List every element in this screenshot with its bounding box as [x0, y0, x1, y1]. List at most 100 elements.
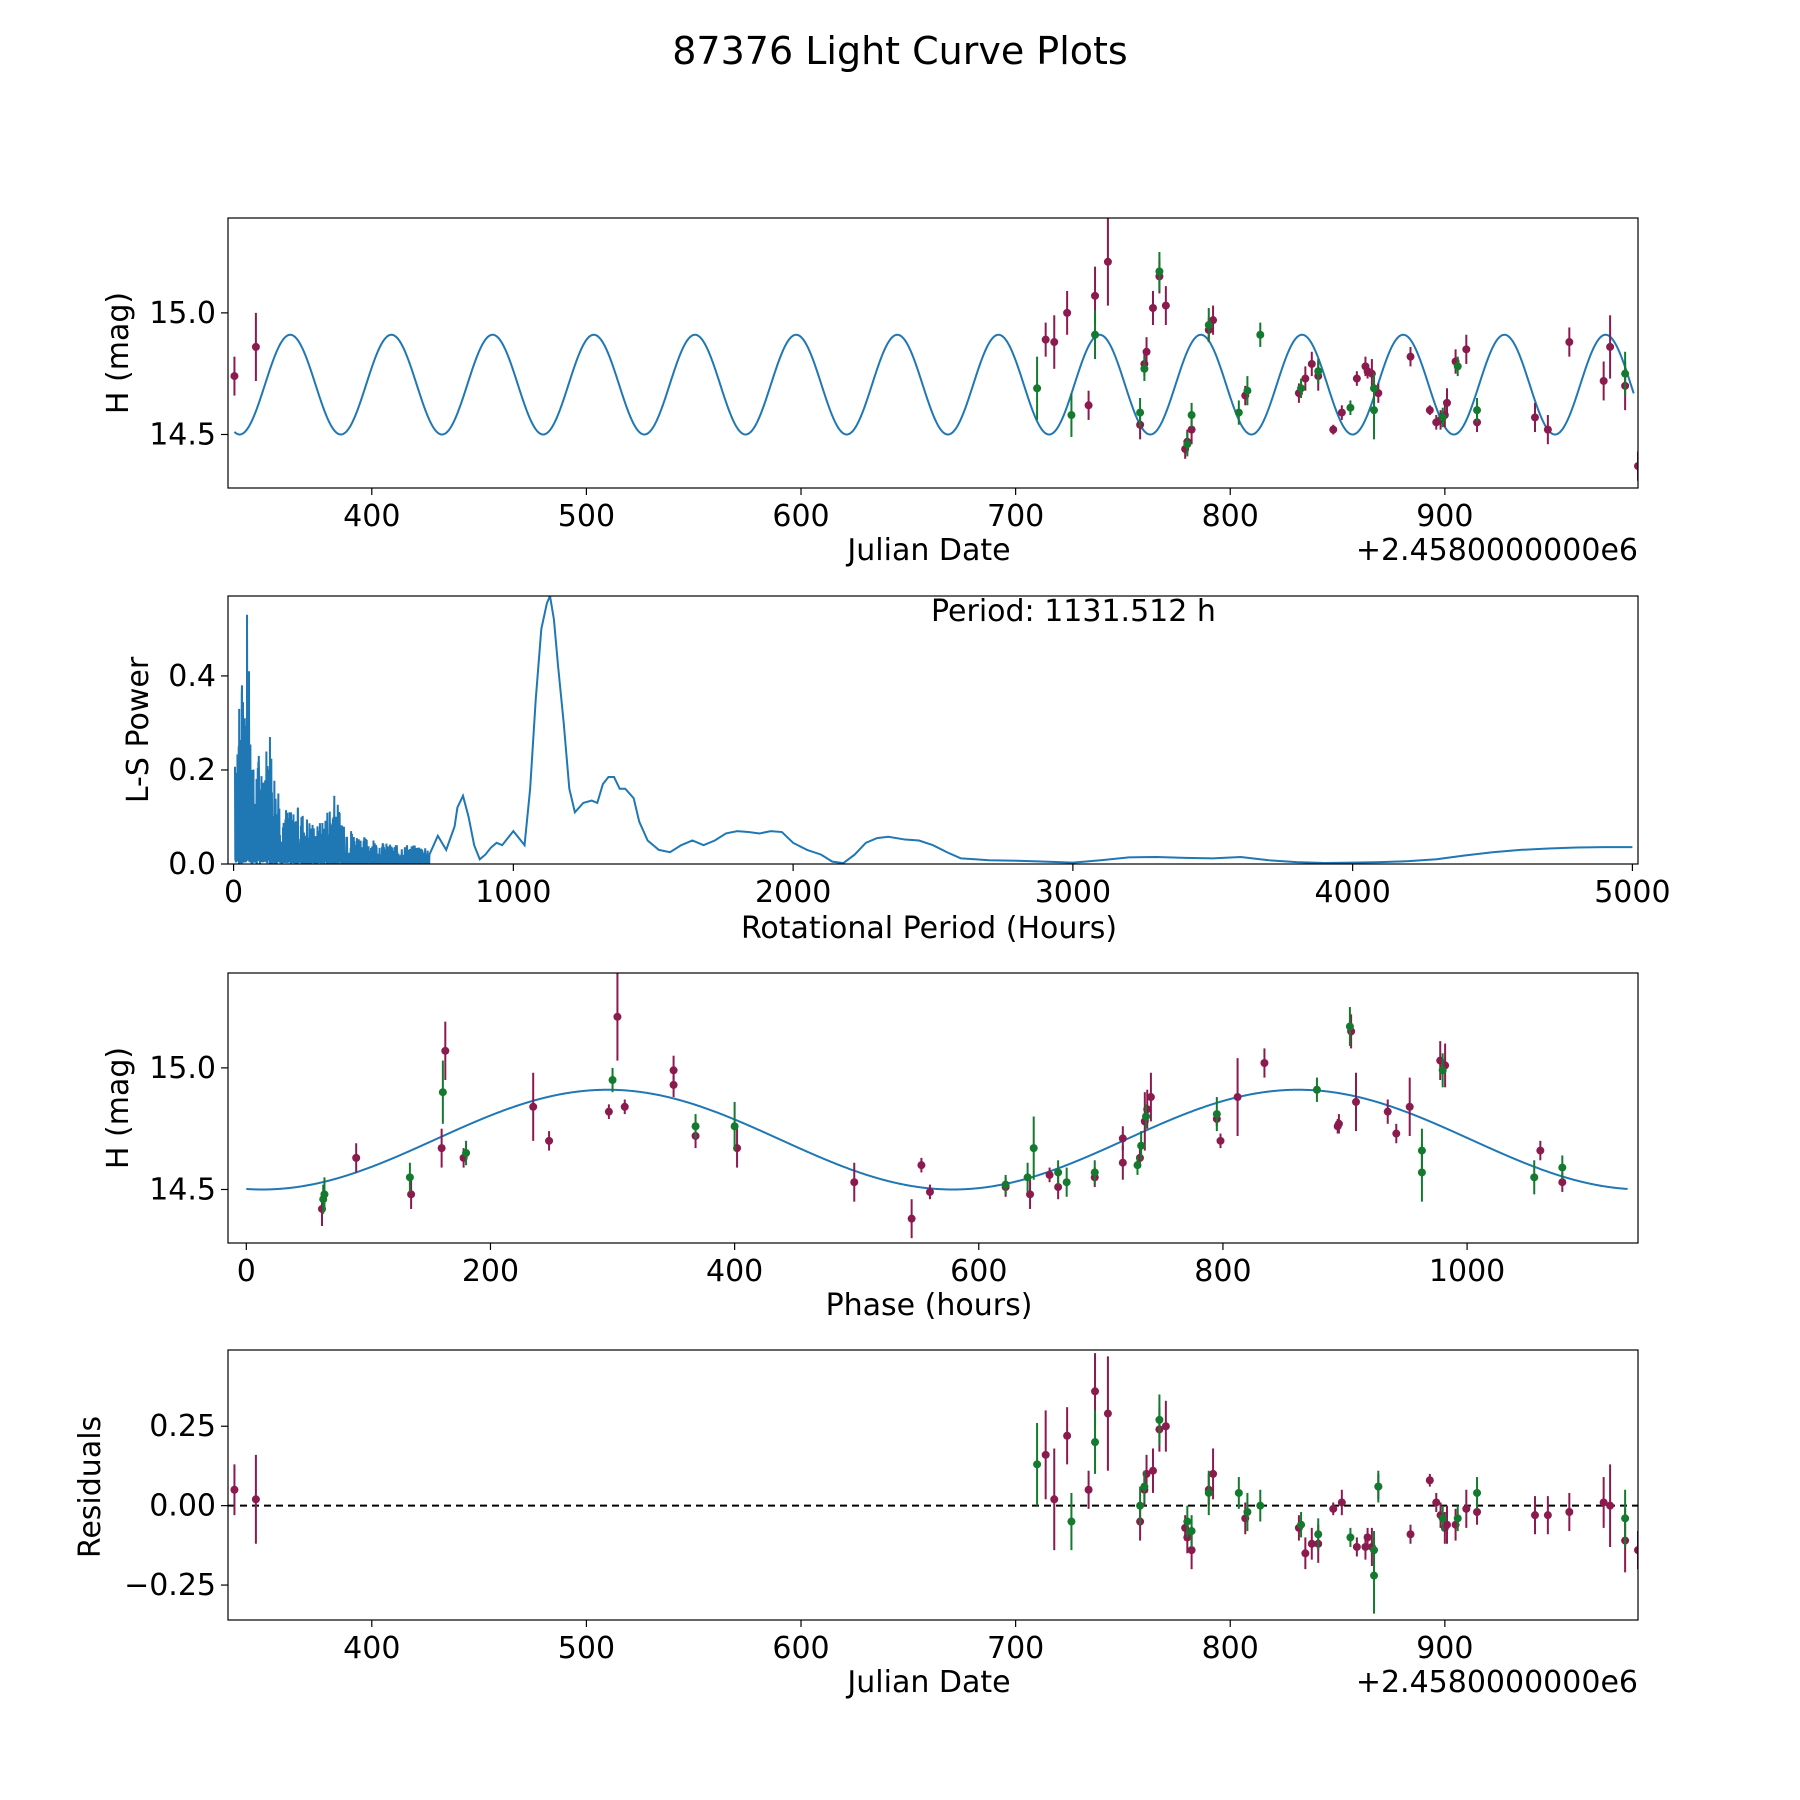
- periodogram-xtick-label: 4000: [1314, 875, 1390, 910]
- phased-magenta-point: [1118, 1158, 1127, 1167]
- residuals-xtick-label: 700: [987, 1631, 1044, 1666]
- phased-green-point: [405, 1173, 414, 1182]
- lightcurve-magenta-point: [1063, 308, 1072, 317]
- residuals-magenta-point: [1148, 1466, 1157, 1475]
- lightcurve-magenta-point: [251, 342, 260, 351]
- phased-green-point: [438, 1088, 447, 1097]
- phased-green-point: [1054, 1168, 1063, 1177]
- residuals-magenta-point: [1161, 1422, 1170, 1431]
- periodogram-xtick-label: 1000: [475, 875, 551, 910]
- residuals-magenta-point: [1634, 1546, 1638, 1555]
- lightcurve-panel: H (mag) Julian Date +2.4580000000e6 400 5…: [101, 217, 1639, 568]
- phased-magenta-point: [1045, 1170, 1054, 1179]
- lightcurve-green-point: [1621, 369, 1630, 378]
- lightcurve-magenta-point: [1161, 301, 1170, 310]
- residuals-magenta-point: [1187, 1546, 1196, 1555]
- phased-magenta-point: [1026, 1190, 1035, 1199]
- phased-ylabel: H (mag): [101, 1047, 136, 1169]
- residuals-magenta-point: [1606, 1501, 1615, 1510]
- phased-ytick-label: 15.0: [149, 1051, 216, 1086]
- periodogram-ytick-label: 0.0: [168, 847, 216, 882]
- lightcurve-magenta-point: [1084, 401, 1093, 410]
- residuals-green-point: [1204, 1488, 1213, 1497]
- phased-xtick-label: 600: [950, 1254, 1007, 1289]
- residuals-magenta-point: [1084, 1485, 1093, 1494]
- residuals-green-point: [1374, 1482, 1383, 1491]
- residuals-xtick-label: 400: [343, 1631, 400, 1666]
- residuals-xtick-label: 800: [1202, 1631, 1259, 1666]
- residuals-plot-area: [228, 1353, 1638, 1614]
- phased-green-point: [1001, 1180, 1010, 1189]
- lightcurve-xlabel: Julian Date: [845, 533, 1010, 568]
- lightcurve-magenta-point: [1050, 338, 1059, 347]
- lightcurve-magenta-point: [1041, 335, 1050, 344]
- residuals-ylabel: Residuals: [73, 1416, 108, 1558]
- phased-panel: H (mag) Phase (hours) 0 200 400 600 800 1000 1…: [101, 972, 1639, 1323]
- residuals-xtick-label: 500: [558, 1631, 615, 1666]
- lightcurve-green-point: [1297, 384, 1306, 393]
- residuals-magenta-point: [1050, 1495, 1059, 1504]
- residuals-magenta-point: [1329, 1504, 1338, 1513]
- phased-green-point: [1312, 1085, 1321, 1094]
- phased-magenta-point: [1054, 1183, 1063, 1192]
- residuals-magenta-point: [1041, 1450, 1050, 1459]
- phased-magenta-point: [850, 1178, 859, 1187]
- phased-magenta-point: [620, 1102, 629, 1111]
- phased-green-point: [1438, 1066, 1447, 1075]
- lightcurve-green-point: [1473, 406, 1482, 415]
- phased-xtick-label: 400: [706, 1254, 763, 1289]
- phased-axes-frame: [227, 972, 1639, 1244]
- residuals-magenta-point: [1543, 1511, 1552, 1520]
- lightcurve-magenta-point: [1462, 345, 1471, 354]
- lightcurve-xtick-label: 500: [558, 499, 615, 534]
- phased-magenta-point: [441, 1046, 450, 1055]
- lightcurve-magenta-point: [1599, 376, 1608, 385]
- lightcurve-ylabel: H (mag): [101, 292, 136, 414]
- lightcurve-ytick-label: 14.5: [149, 417, 216, 452]
- phased-xtick-label: 800: [1194, 1254, 1251, 1289]
- residuals-magenta-point: [1209, 1469, 1218, 1478]
- lightcurve-magenta-point: [1406, 352, 1415, 361]
- phased-green-point: [1417, 1168, 1426, 1177]
- lightcurve-green-point: [1067, 411, 1076, 420]
- periodogram-series-line: [233, 596, 1633, 864]
- phased-magenta-point: [1233, 1093, 1242, 1102]
- phased-magenta-point: [917, 1161, 926, 1170]
- periodogram-xtick-label: 5000: [1594, 875, 1670, 910]
- phased-green-point: [1023, 1173, 1032, 1182]
- lightcurve-green-point: [1346, 403, 1355, 412]
- phased-xlabel: Phase (hours): [826, 1288, 1033, 1323]
- lightcurve-magenta-point: [230, 372, 239, 381]
- lightcurve-green-point: [1033, 384, 1042, 393]
- residuals-magenta-point: [1565, 1508, 1574, 1516]
- lightcurve-xtick-label: 900: [1416, 499, 1473, 534]
- phased-magenta-point: [1383, 1107, 1392, 1116]
- lightcurve-xtick-label: 600: [772, 499, 829, 534]
- lightcurve-ytick-label: 15.0: [149, 296, 216, 331]
- phased-magenta-point: [669, 1080, 678, 1089]
- residuals-green-point: [1438, 1514, 1447, 1523]
- residuals-magenta-point: [1063, 1431, 1072, 1440]
- phased-ytick-label: 14.5: [149, 1172, 216, 1207]
- phased-magenta-point: [1405, 1102, 1414, 1111]
- phased-xtick-label: 200: [462, 1254, 519, 1289]
- phased-model-curve: [246, 1088, 1628, 1191]
- phased-green-point: [730, 1122, 739, 1131]
- lightcurve-magenta-point: [1565, 338, 1574, 347]
- periodogram-ytick-label: 0.4: [168, 659, 216, 694]
- phased-green-point: [1090, 1168, 1099, 1177]
- lightcurve-magenta-point: [1142, 347, 1151, 356]
- periodogram-xtick-label: 3000: [1035, 875, 1111, 910]
- lightcurve-axes-frame: [227, 217, 1639, 489]
- residuals-ytick-label: 0.00: [149, 1489, 216, 1524]
- residuals-magenta-point: [1363, 1533, 1372, 1542]
- lightcurve-magenta-point: [1442, 398, 1451, 407]
- lightcurve-green-point: [1140, 364, 1149, 373]
- residuals-magenta-point: [1599, 1498, 1608, 1507]
- residuals-offset-text: +2.4580000000e6: [1356, 1665, 1638, 1700]
- lightcurve-green-point: [1091, 330, 1100, 339]
- lightcurve-magenta-point: [1352, 374, 1361, 383]
- phased-magenta-point: [1260, 1059, 1269, 1067]
- phased-magenta-point: [1392, 1129, 1401, 1138]
- lightcurve-offset-text: +2.4580000000e6: [1356, 533, 1638, 568]
